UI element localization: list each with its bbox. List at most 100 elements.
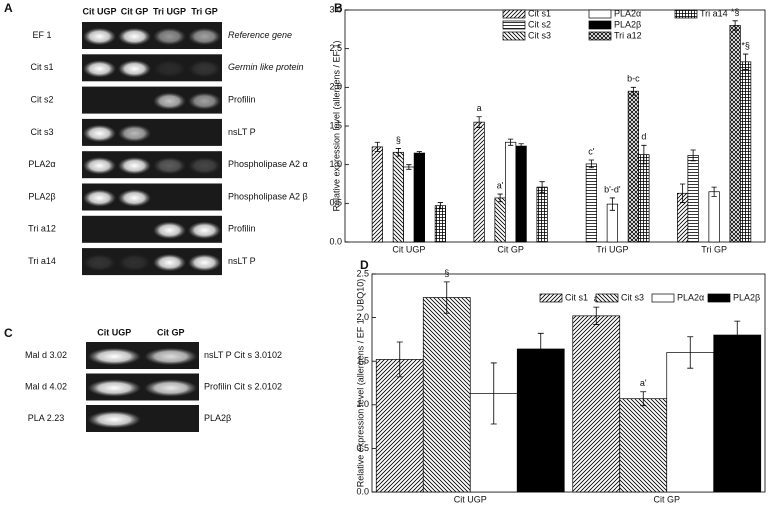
annotation: §	[444, 268, 449, 278]
y-axis-label: Relative expression level (allergens / E…	[355, 279, 365, 488]
row-description: Germin like protein	[228, 62, 304, 72]
gel-band	[188, 60, 221, 78]
legend-label: Tri a14	[700, 8, 728, 18]
error-bar	[640, 391, 647, 407]
gel-band	[188, 253, 221, 272]
bar	[740, 61, 752, 243]
gel-band	[153, 92, 186, 110]
y-tick-label: 2.0	[329, 82, 342, 92]
gel-band	[153, 221, 186, 239]
legend-label: Cit s1	[565, 292, 588, 302]
error-bar	[476, 116, 482, 128]
bar	[585, 163, 597, 243]
error-bar	[497, 193, 503, 203]
bar	[515, 145, 527, 243]
legend-swatch	[707, 293, 731, 303]
error-bar	[416, 151, 422, 156]
row-label: EF 1	[32, 30, 51, 40]
gel-band	[188, 27, 221, 46]
bar	[505, 141, 517, 243]
y-tick-label: 0.0	[356, 486, 369, 496]
legend-swatch	[651, 293, 675, 303]
error-bar	[537, 332, 544, 366]
error-bar	[732, 20, 738, 31]
row-description: nsLT P	[228, 256, 256, 266]
y-tick-label: 0.5	[356, 443, 369, 453]
y-tick-label: 2.5	[356, 268, 369, 278]
gel-band	[118, 124, 151, 143]
error-bar	[641, 144, 647, 165]
y-tick-label: 0.5	[329, 198, 342, 208]
bar	[713, 334, 762, 493]
annotation: §	[396, 135, 401, 145]
row-description: nsLT P	[228, 127, 256, 137]
error-bar	[711, 186, 717, 197]
y-axis-label: Relative expression level (allergens / E…	[331, 40, 341, 211]
gel-band	[144, 379, 198, 397]
lane-header: Cit UGP	[97, 327, 131, 337]
row-description: Profilin Cit s 2.0102	[204, 381, 282, 391]
legend-swatch	[588, 9, 612, 19]
bar	[375, 359, 424, 493]
bar	[536, 186, 548, 243]
gel-band	[153, 253, 186, 272]
bar	[572, 315, 621, 493]
annotation: d	[641, 132, 646, 142]
x-tick-label: Cit GP	[653, 494, 680, 504]
row-description: Profilin	[228, 224, 256, 234]
row-label: Mal d 4.02	[25, 381, 67, 391]
lane-header: Tri UGP	[153, 6, 186, 16]
row-label: Cit s3	[30, 127, 53, 137]
gel-band	[83, 253, 116, 272]
error-bar	[443, 281, 450, 314]
error-bar	[687, 336, 694, 369]
legend-label: PLA2β	[733, 292, 760, 302]
row-description: Reference gene	[228, 30, 292, 40]
bar	[708, 191, 720, 243]
error-bar	[508, 138, 514, 146]
legend-swatch	[588, 20, 612, 30]
panel-letter: D	[360, 258, 369, 272]
gel-band	[83, 157, 116, 175]
error-bar	[630, 86, 636, 96]
bar	[434, 205, 446, 243]
legend-swatch	[674, 9, 698, 19]
row-label: PLA2α	[28, 159, 55, 169]
y-tick-label: 1.5	[356, 356, 369, 366]
error-bar	[396, 341, 403, 378]
error-bar	[609, 197, 615, 211]
gel-band	[118, 27, 151, 46]
gel-band	[87, 379, 141, 397]
legend-swatch	[588, 31, 612, 41]
x-tick-label: Tri UGP	[596, 244, 628, 254]
legend-label: Tri a12	[614, 30, 642, 40]
y-tick-label: 1.0	[329, 159, 342, 169]
bar	[403, 166, 415, 243]
legend-swatch	[502, 20, 526, 30]
row-label: Cit s2	[30, 94, 53, 104]
error-bar	[395, 148, 401, 157]
error-bar	[593, 306, 600, 325]
lane-header: Cit GP	[157, 327, 185, 337]
gel-band	[153, 60, 186, 78]
panel-letter: A	[4, 1, 13, 15]
error-bar	[539, 181, 545, 193]
panel-letter: B	[334, 1, 343, 15]
row-label: Cit s1	[30, 62, 53, 72]
gel-band	[118, 60, 151, 78]
gel-band	[83, 60, 116, 78]
gel-band	[118, 253, 151, 272]
legend-label: Cit s3	[528, 30, 551, 40]
lane-header: Cit GP	[121, 6, 149, 16]
legend-swatch	[539, 293, 563, 303]
bar	[729, 25, 741, 243]
panel-letter: C	[4, 326, 13, 340]
gel-band	[153, 27, 186, 46]
legend-swatch	[502, 9, 526, 19]
x-tick-label: Cit GP	[497, 244, 524, 254]
row-description: Profilin	[228, 94, 256, 104]
legend-label: Cit s2	[528, 19, 551, 29]
row-description: PLA2β	[204, 413, 231, 423]
bar	[666, 352, 715, 493]
